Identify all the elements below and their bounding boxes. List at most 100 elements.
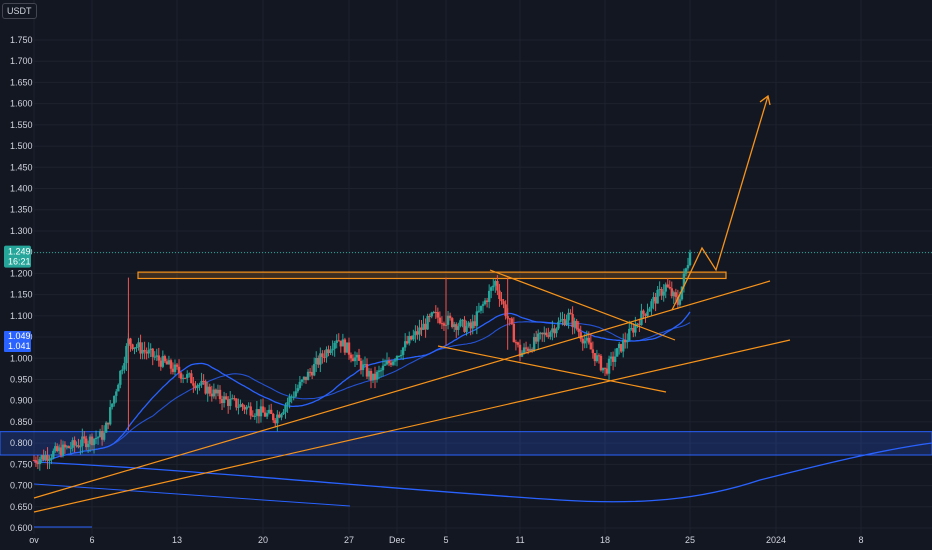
candle-body [44,455,47,460]
candle-body [490,287,493,291]
currency-label[interactable]: USDT [2,3,37,19]
candle-body [106,422,110,425]
candle-body [414,331,417,336]
candle-body [206,386,209,394]
candle-body [528,349,532,352]
candle-body [104,422,108,433]
candle-body [129,338,132,345]
candle-body [674,292,678,297]
candle-body [163,356,167,362]
candle-body [173,364,177,372]
candle-body [502,301,505,305]
candle-body [680,286,684,300]
candle-body [59,447,63,456]
candle-body [605,368,609,374]
moving-average-line [33,483,351,507]
candle-body [660,289,663,296]
candle-body [369,370,373,381]
projection-path [671,95,769,311]
candle-body [624,339,627,343]
candle-body [212,389,216,397]
candle-body [361,364,365,371]
candle-body [561,318,564,321]
candle-body [477,310,481,312]
candle-body [591,349,595,354]
candle-body [471,321,474,329]
last-price-label: 1.249 [8,247,31,257]
candle-body [422,323,425,330]
candle-body [151,348,154,357]
y-tick-label: 0.800 [10,438,33,448]
candle-body [457,326,460,330]
candle-body [686,265,690,269]
candle-body [308,371,312,373]
descending-trendline [489,269,676,341]
candle-body [487,290,491,303]
candle-body [157,355,160,361]
candle-body [226,399,230,406]
moving-average-line [33,321,691,463]
candle-body [664,284,667,292]
candle-body [179,373,183,379]
candle-body [218,389,222,400]
candle-body [646,311,649,316]
y-tick-label: 1.400 [10,184,33,194]
candle-body [339,340,343,347]
candle-body [583,340,586,344]
candle-body [522,347,526,353]
y-tick-label: 1.650 [10,77,33,87]
candle-body [253,415,257,417]
candle-body [389,362,393,365]
candle-body [131,344,134,350]
candle-body [304,376,308,381]
ma-value-label: 1.041 [8,341,31,351]
candle-body [563,318,566,326]
candle-body [241,404,244,407]
candle-body [391,361,395,365]
candle-body [553,328,556,334]
candle-body [555,328,558,334]
candle-body [159,360,163,367]
candle-body [446,315,450,325]
candle-body [395,356,399,361]
candle-body [579,332,582,339]
candle-body [581,338,584,344]
candle-body [155,355,158,357]
candle-body [397,356,401,358]
candle-body [530,349,534,351]
y-tick-label: 1.150 [10,290,33,300]
candle-body [406,341,409,344]
descending-trendline [437,345,667,393]
candle-body [662,291,665,296]
candle-body [325,349,328,358]
candle-body [365,364,369,377]
candle-body [492,285,495,288]
candle-body [46,455,49,461]
ascending-trendline [33,339,791,513]
candle-body [32,460,36,462]
candle-body [88,436,92,444]
candle-body [438,317,442,324]
x-tick-label: 11 [515,535,524,545]
candle-body [259,406,263,417]
candle-body [510,318,513,324]
candle-body [265,413,269,417]
ascending-trendline [33,280,771,499]
candle-body [75,445,78,447]
candle-body [315,357,318,365]
candle-body [611,356,615,362]
candle-body [343,339,347,353]
x-tick-label: 20 [258,535,268,545]
candle-body [249,406,252,416]
candle-body [139,342,142,354]
candle-body [512,323,516,343]
candle-body [453,324,456,327]
x-tick-label: 27 [344,535,354,545]
candle-body [255,409,259,416]
long-moving-average-line [33,442,932,503]
candle-body [171,368,175,372]
candle-body [111,403,114,408]
arrow-head-icon [759,94,771,106]
